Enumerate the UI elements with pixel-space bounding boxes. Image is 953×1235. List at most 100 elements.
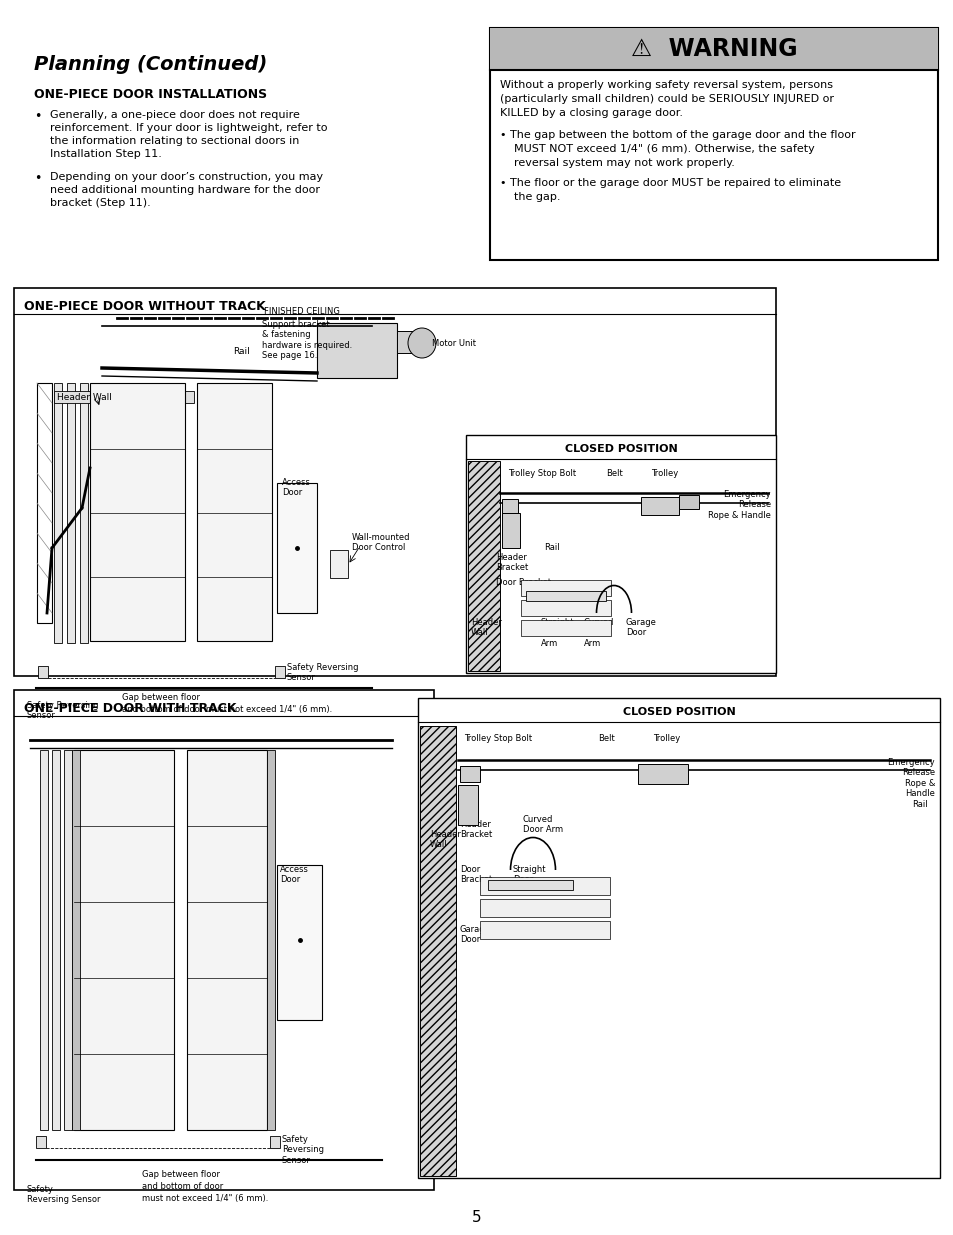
Text: reversal system may not work properly.: reversal system may not work properly.	[514, 158, 734, 168]
Bar	[459, 766, 479, 782]
Bar	[488, 881, 573, 890]
Text: the gap.: the gap.	[514, 191, 560, 203]
Bar	[67, 383, 75, 643]
Bar	[36, 1136, 46, 1149]
Bar	[40, 750, 48, 1130]
Bar	[479, 877, 609, 895]
Text: reinforcement. If your door is lightweight, refer to: reinforcement. If your door is lightweig…	[50, 124, 327, 133]
Text: Straight
Door
Arm: Straight Door Arm	[540, 618, 574, 648]
Bar	[38, 666, 48, 678]
Text: Garage
Door: Garage Door	[459, 925, 491, 945]
Bar	[419, 726, 456, 1176]
Text: Rail: Rail	[911, 800, 927, 809]
Text: Access
Door: Access Door	[282, 478, 311, 498]
Bar	[80, 383, 88, 643]
Text: •: •	[34, 110, 41, 124]
Bar	[74, 750, 173, 1130]
Bar	[490, 28, 937, 70]
Text: Safety Reversing
Sensor: Safety Reversing Sensor	[287, 663, 358, 683]
Bar	[417, 698, 939, 1178]
Bar	[90, 383, 185, 641]
Bar	[52, 750, 60, 1130]
Bar	[501, 513, 519, 548]
Bar	[330, 550, 348, 578]
Bar	[196, 383, 272, 641]
Text: Generally, a one-piece door does not require: Generally, a one-piece door does not req…	[50, 110, 299, 120]
Bar	[520, 620, 610, 636]
Text: Safety
Reversing Sensor: Safety Reversing Sensor	[27, 1186, 100, 1204]
Text: Header
Bracket: Header Bracket	[459, 820, 492, 840]
Text: Header
Wall: Header Wall	[430, 830, 460, 850]
Text: KILLED by a closing garage door.: KILLED by a closing garage door.	[499, 107, 682, 119]
Bar	[14, 288, 775, 676]
Bar	[479, 899, 609, 918]
Text: ONE-PIECE DOOR WITHOUT TRACK: ONE-PIECE DOOR WITHOUT TRACK	[24, 300, 266, 312]
Bar	[64, 750, 71, 1130]
Text: and bottom of door: and bottom of door	[142, 1182, 223, 1191]
Text: CLOSED POSITION: CLOSED POSITION	[622, 706, 735, 718]
Bar	[640, 496, 679, 515]
Text: Access
Door: Access Door	[280, 864, 309, 884]
Text: ONE-PIECE DOOR WITH TRACK: ONE-PIECE DOOR WITH TRACK	[24, 701, 236, 715]
Bar	[638, 764, 687, 784]
Text: the information relating to sectional doors in: the information relating to sectional do…	[50, 136, 299, 146]
Text: Rail: Rail	[543, 543, 559, 552]
Bar	[525, 592, 605, 601]
Text: Door
Bracket: Door Bracket	[459, 864, 492, 884]
Bar	[501, 499, 517, 513]
Bar	[187, 750, 267, 1130]
Text: Rail: Rail	[233, 347, 250, 356]
Text: Belt: Belt	[605, 469, 622, 478]
Text: CLOSED POSITION: CLOSED POSITION	[564, 445, 677, 454]
Bar	[490, 28, 937, 261]
Text: •: •	[34, 172, 41, 185]
Text: Straight
Door
Arm: Straight Door Arm	[513, 864, 546, 895]
Bar	[396, 331, 421, 353]
Bar	[276, 483, 316, 613]
Bar	[267, 750, 274, 1130]
Text: Header Wall: Header Wall	[57, 393, 112, 403]
Text: Emergency
Release
Rope &
Handle: Emergency Release Rope & Handle	[886, 758, 934, 798]
Bar	[71, 750, 80, 1130]
Bar	[270, 1136, 280, 1149]
Text: Trolley Stop Bolt: Trolley Stop Bolt	[507, 469, 576, 478]
Text: and bottom of door must not exceed 1/4" (6 mm).: and bottom of door must not exceed 1/4" …	[122, 705, 332, 714]
Text: Support bracket
& fastening
hardware is required.
See page 16.: Support bracket & fastening hardware is …	[262, 320, 352, 361]
Text: Gap between floor: Gap between floor	[142, 1170, 220, 1179]
Text: Curved
Door Arm: Curved Door Arm	[522, 815, 562, 835]
Text: FINISHED CEILING: FINISHED CEILING	[264, 308, 339, 316]
Text: Planning (Continued): Planning (Continued)	[34, 56, 267, 74]
Bar	[479, 921, 609, 939]
Bar	[520, 600, 610, 616]
Text: 5: 5	[472, 1210, 481, 1225]
Ellipse shape	[408, 329, 436, 358]
Text: ⚠  WARNING: ⚠ WARNING	[630, 37, 797, 61]
Text: MUST NOT exceed 1/4" (6 mm). Otherwise, the safety: MUST NOT exceed 1/4" (6 mm). Otherwise, …	[514, 144, 814, 154]
Bar	[457, 785, 477, 825]
Bar	[468, 461, 499, 671]
Text: • The floor or the garage door MUST be repaired to eliminate: • The floor or the garage door MUST be r…	[499, 178, 841, 188]
Text: Safety Reversing
Sensor: Safety Reversing Sensor	[27, 701, 98, 720]
Bar	[520, 580, 610, 597]
Text: Belt: Belt	[598, 734, 614, 743]
Text: must not exceed 1/4" (6 mm).: must not exceed 1/4" (6 mm).	[142, 1194, 268, 1203]
Bar	[316, 324, 396, 378]
Text: (particularly small children) could be SERIOUSLY INJURED or: (particularly small children) could be S…	[499, 94, 833, 104]
Text: Trolley Stop Bolt: Trolley Stop Bolt	[463, 734, 532, 743]
Bar	[54, 391, 193, 403]
Text: Depending on your door’s construction, you may: Depending on your door’s construction, y…	[50, 172, 323, 182]
Text: bracket (Step 11).: bracket (Step 11).	[50, 198, 151, 207]
Text: Without a properly working safety reversal system, persons: Without a properly working safety revers…	[499, 80, 832, 90]
Bar	[14, 690, 434, 1191]
Text: need additional mounting hardware for the door: need additional mounting hardware for th…	[50, 185, 319, 195]
Bar	[679, 495, 699, 509]
Bar	[465, 435, 775, 673]
Text: Header
Wall: Header Wall	[471, 618, 501, 637]
Bar	[276, 864, 322, 1020]
Bar	[37, 383, 52, 622]
Text: Emergency
Release
Rope & Handle: Emergency Release Rope & Handle	[707, 490, 770, 520]
Text: Installation Step 11.: Installation Step 11.	[50, 149, 162, 159]
Text: Trolley: Trolley	[650, 469, 678, 478]
Text: Safety
Reversing
Sensor: Safety Reversing Sensor	[282, 1135, 324, 1165]
Text: ONE-PIECE DOOR INSTALLATIONS: ONE-PIECE DOOR INSTALLATIONS	[34, 88, 267, 101]
